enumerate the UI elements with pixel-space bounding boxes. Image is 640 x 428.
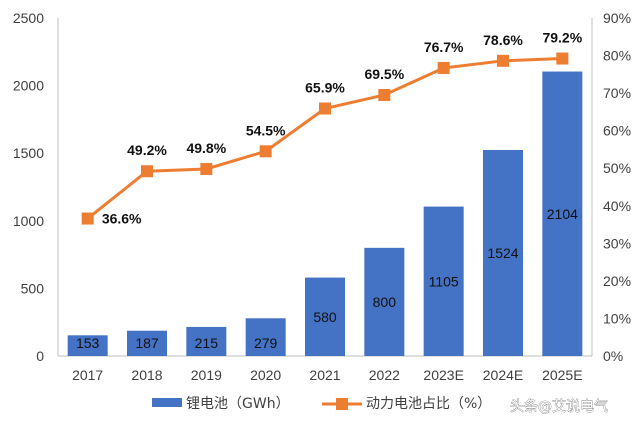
line-value-label: 76.7% [424, 39, 464, 55]
bar [423, 206, 464, 356]
line-value-label: 49.8% [186, 140, 226, 156]
y-left-tick-label: 1500 [13, 145, 44, 161]
y-left-tick-label: 1000 [13, 213, 44, 229]
line-marker [81, 212, 94, 225]
watermark-text: 头条@艾说电气 [510, 398, 608, 415]
legend-bar-label: 锂电池（GWh） [186, 396, 290, 412]
line-marker [141, 165, 153, 178]
y-right-tick-label: 40% [603, 198, 631, 214]
line-value-label: 78.6% [483, 32, 523, 48]
line-marker [378, 88, 391, 101]
line-marker [437, 61, 450, 74]
x-tick-label: 2025E [542, 367, 582, 383]
line-series [81, 52, 569, 225]
line-marker [200, 162, 213, 175]
x-tick-label: 2019 [191, 367, 222, 383]
bar-value-label: 153 [76, 335, 100, 351]
data-labels: 153 187 215 279 580 800 1105 1524 2104 36.6% 49.2%… [76, 30, 583, 351]
y-right-tick-label: 90% [603, 10, 631, 26]
x-tick-label: 2022 [369, 367, 400, 383]
bar-value-label: 279 [254, 335, 278, 351]
bar-value-label: 800 [373, 294, 397, 310]
y-right-tick-label: 50% [603, 160, 631, 176]
bar [305, 277, 345, 356]
bar [186, 326, 227, 356]
y-left-tick-label: 2500 [13, 10, 44, 26]
bar-value-label: 215 [195, 335, 219, 351]
x-tick-label: 2021 [309, 367, 340, 383]
bar-value-label: 187 [135, 335, 159, 351]
line-value-label: 49.2% [127, 142, 167, 158]
x-tick-label: 2017 [72, 367, 103, 383]
legend-line-label: 动力电池占比（%） [366, 396, 491, 412]
bar [483, 149, 523, 356]
line-marker [319, 102, 331, 115]
legend: 锂电池（GWh） 动力电池占比（%） [152, 396, 491, 412]
line-marker [556, 52, 569, 65]
axes: 0 500 1000 1500 2000 2500 0% 10% 20% 30% 40% 50% 60%… [13, 10, 631, 383]
y-right-tick-label: 20% [603, 273, 631, 289]
line-value-label: 65.9% [305, 80, 345, 96]
legend-bar-swatch [152, 398, 182, 407]
bar [245, 318, 286, 356]
line-marker [497, 54, 509, 67]
line-value-label: 54.5% [246, 122, 286, 138]
y-left-tick-label: 500 [21, 280, 45, 296]
x-tick-label: 2020 [250, 367, 281, 383]
line-value-label: 69.5% [364, 66, 404, 82]
y-right-tick-label: 60% [603, 123, 631, 139]
bar-value-label: 1105 [429, 273, 459, 289]
bar [364, 247, 405, 356]
y-left-tick-label: 2000 [13, 78, 44, 94]
y-right-tick-label: 70% [603, 85, 631, 101]
x-tick-label: 2018 [131, 367, 162, 383]
y-right-tick-label: 30% [603, 235, 631, 251]
bar-value-label: 2104 [547, 206, 578, 222]
y-right-tick-label: 80% [603, 48, 631, 64]
line-value-label: 79.2% [542, 30, 582, 46]
bar [127, 330, 167, 356]
bar-series [67, 71, 583, 357]
line-marker [259, 145, 272, 158]
x-tick-label: 2024E [483, 367, 523, 383]
bar [542, 71, 583, 357]
legend-line-marker [336, 398, 348, 410]
y-right-tick-label: 0% [603, 348, 623, 364]
y-right-tick-label: 10% [603, 310, 631, 326]
line-value-label: 36.6% [102, 211, 142, 227]
bar-value-label: 1524 [487, 245, 518, 261]
x-tick-label: 2023E [423, 367, 463, 383]
bar-value-label: 580 [313, 309, 337, 325]
bar [67, 335, 108, 356]
y-left-tick-label: 0 [36, 348, 44, 364]
